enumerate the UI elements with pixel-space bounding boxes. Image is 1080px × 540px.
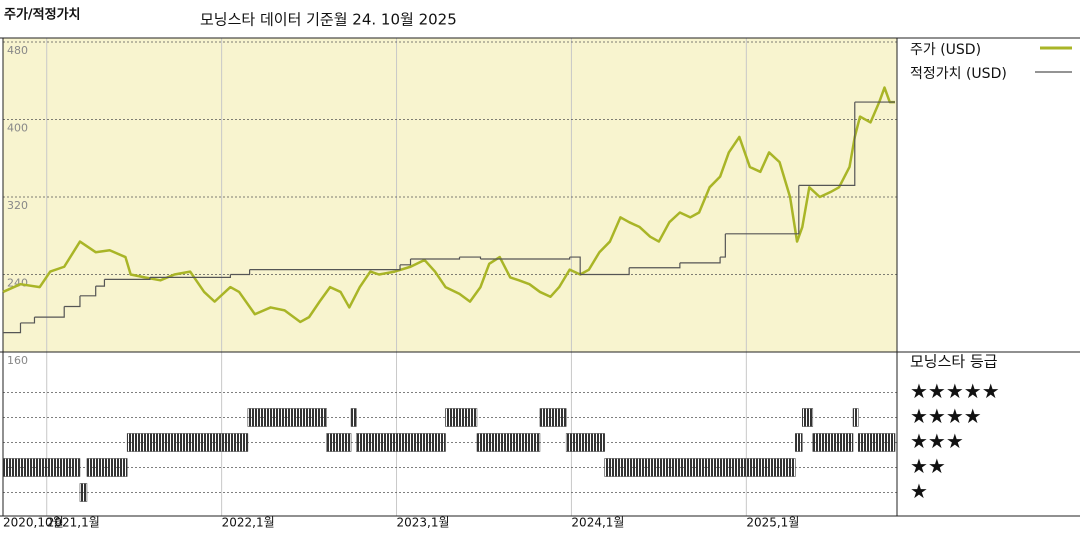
fair-value-step bbox=[679, 257, 721, 264]
rating-bar bbox=[126, 433, 249, 452]
plot-background bbox=[3, 38, 897, 352]
y-tick-label: 320 bbox=[7, 199, 28, 212]
fair-value-step bbox=[795, 185, 800, 235]
fair-value-step bbox=[3, 322, 22, 334]
x-tick-label: 2025,1월 bbox=[746, 516, 799, 530]
rating-bar bbox=[852, 408, 859, 427]
rating-bar bbox=[2, 458, 81, 477]
rating-bar bbox=[476, 433, 541, 452]
x-tick-label: 2021,1월 bbox=[47, 516, 100, 530]
fair-value-step bbox=[798, 102, 856, 186]
rating-title: 모닝스타 등급 bbox=[910, 353, 998, 371]
fair-value-step bbox=[580, 267, 630, 276]
rating-bar bbox=[326, 433, 352, 452]
fair-value-step bbox=[64, 295, 81, 308]
fair-value-step bbox=[249, 264, 401, 271]
fair-value-step bbox=[410, 257, 461, 260]
rating-bar bbox=[539, 408, 567, 427]
fair-value-step bbox=[720, 233, 726, 258]
chart-subtitle: 모닝스타 데이터 기준월 24. 10월 2025 bbox=[200, 11, 457, 29]
x-tick-label: 2020,10월 bbox=[3, 516, 64, 530]
x-tick-label: 2022,1월 bbox=[222, 516, 275, 530]
rating-bar bbox=[802, 408, 814, 427]
y-tick-label: 160 bbox=[7, 354, 28, 367]
fair-value-step bbox=[95, 279, 106, 287]
legend-label: 적정가치 (USD) bbox=[910, 66, 1007, 82]
rating-bar bbox=[247, 408, 327, 427]
rating-bar bbox=[350, 408, 357, 427]
x-tick-label: 2024,1월 bbox=[571, 516, 624, 530]
rating-bar bbox=[795, 433, 803, 452]
fair-value-step bbox=[459, 256, 482, 259]
rating-label: ★★★★★ bbox=[910, 379, 1000, 403]
fair-value-step bbox=[79, 286, 97, 297]
price-line bbox=[2, 86, 895, 324]
fair-value-step bbox=[149, 274, 231, 279]
fair-value-step bbox=[104, 277, 151, 280]
fair-value-step bbox=[480, 257, 571, 260]
fair-value-step bbox=[20, 317, 36, 324]
rating-bar bbox=[86, 458, 128, 477]
rating-bar bbox=[858, 433, 896, 452]
fair-value-step bbox=[629, 262, 681, 269]
rating-bar bbox=[604, 458, 796, 477]
rating-bar bbox=[445, 408, 478, 427]
legend-label: 주가 (USD) bbox=[910, 42, 981, 58]
y-tick-label: 400 bbox=[7, 122, 28, 135]
y-tick-label: 480 bbox=[7, 44, 28, 57]
chart-title: 주가/적정가치 bbox=[4, 7, 81, 23]
rating-bar bbox=[812, 433, 854, 452]
rating-bar bbox=[79, 483, 88, 502]
rating-bar bbox=[565, 433, 605, 452]
rating-label: ★★★ bbox=[910, 429, 964, 453]
y-tick-label: 240 bbox=[7, 277, 28, 290]
rating-label: ★★★★ bbox=[910, 404, 982, 428]
rating-label: ★★ bbox=[910, 454, 946, 478]
fair-value-step bbox=[569, 256, 581, 275]
x-tick-label: 2023,1월 bbox=[397, 516, 450, 530]
fair-value-step bbox=[230, 269, 251, 276]
rating-label: ★ bbox=[910, 479, 928, 503]
rating-bar bbox=[356, 433, 446, 452]
fair-value-step bbox=[400, 259, 412, 266]
fair-value-step bbox=[34, 306, 65, 318]
